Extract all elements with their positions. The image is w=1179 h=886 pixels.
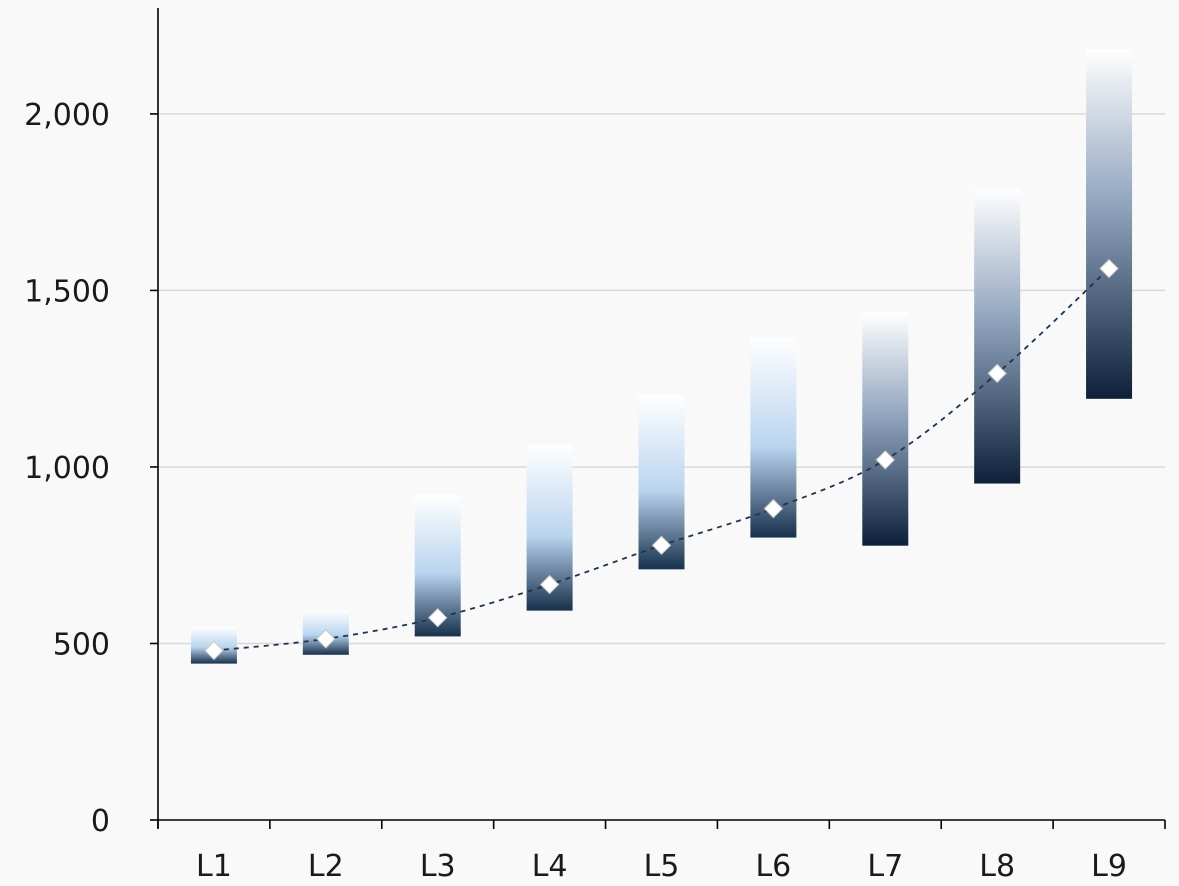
x-tick-label: L1 [196, 849, 232, 884]
markers [204, 258, 1119, 661]
x-tick-label: L3 [420, 849, 456, 884]
marker-L5 [651, 535, 672, 556]
x-tick-label: L6 [755, 849, 791, 884]
x-tick-label: L2 [308, 849, 344, 884]
y-tick-label: 500 [53, 627, 110, 662]
y-tick-label: 0 [91, 804, 110, 839]
x-tick-label: L8 [979, 849, 1015, 884]
tick-labels: 0 500 1,000 1,500 2,000 L1 L2 L3 L4 L5 L6 L7 L8 L9 [24, 98, 1127, 884]
y-tick-label: 1,000 [24, 451, 110, 486]
x-tick-label: L5 [644, 849, 680, 884]
x-tick-label: L9 [1091, 849, 1127, 884]
range-bar-L9 [1086, 49, 1133, 399]
marker-L3 [428, 607, 448, 628]
marker-L9 [1099, 258, 1119, 279]
trend-line [213, 267, 1110, 652]
x-tick-label: L7 [867, 849, 903, 884]
marker-L7 [875, 450, 895, 470]
y-tick-label: 2,000 [24, 98, 110, 133]
x-tick-label: L4 [532, 849, 568, 884]
marker-L2 [316, 629, 336, 649]
axes [150, 8, 1166, 829]
marker-L1 [204, 640, 224, 661]
marker-L6 [763, 498, 784, 519]
marker-L8 [987, 363, 1007, 384]
marker-L4 [539, 574, 560, 595]
y-tick-label: 1,500 [24, 274, 110, 309]
range-bar-L7 [862, 312, 909, 546]
range-bars [190, 49, 1133, 664]
range-bar-L8 [974, 188, 1021, 484]
